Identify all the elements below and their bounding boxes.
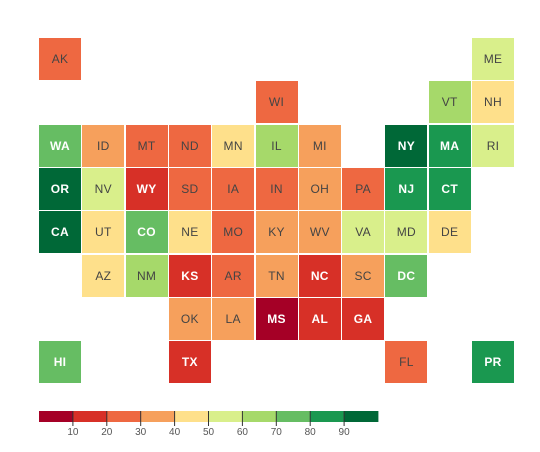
state-tile-wy[interactable]: WY [125,167,168,210]
legend-swatch-3 [106,411,142,422]
state-tile-wa[interactable]: WA [39,124,81,167]
state-tile-sd[interactable]: SD [168,167,211,210]
state-tile-ky[interactable]: KY [255,211,298,254]
state-tile-co[interactable]: CO [125,211,168,254]
state-tile-ia[interactable]: IA [212,167,255,210]
state-tile-mo[interactable]: MO [212,211,255,254]
state-tile-ms[interactable]: MS [255,297,298,340]
state-tile-ar[interactable]: AR [212,254,255,297]
state-tile-mn[interactable]: MN [212,124,255,167]
state-tile-il[interactable]: IL [255,124,298,167]
state-tile-oh[interactable]: OH [298,167,341,210]
legend-tick-label: 90 [338,427,350,438]
state-tile-nc[interactable]: NC [298,254,341,297]
state-tile-ak[interactable]: AK [39,38,81,80]
state-tile-pr[interactable]: PR [472,341,514,384]
state-tile-id[interactable]: ID [82,124,125,167]
legend-tick-label: 60 [236,427,248,438]
state-tile-ca[interactable]: CA [39,211,81,254]
legend-swatch-1 [39,411,74,422]
state-tile-nv[interactable]: NV [82,167,125,210]
legend-swatch-10 [344,411,379,422]
state-tile-in[interactable]: IN [255,167,298,210]
legend-tick-label: 40 [169,427,181,438]
state-tile-mt[interactable]: MT [125,124,168,167]
state-tile-wi[interactable]: WI [255,81,298,124]
legend-swatch-7 [242,411,277,422]
legend-swatch-8 [276,411,311,422]
state-tile-hi[interactable]: HI [39,341,81,384]
legend-tick-label: 80 [304,427,316,438]
state-tile-or[interactable]: OR [39,167,81,210]
state-tile-ny[interactable]: NY [385,124,428,167]
legend-swatch-4 [140,411,175,422]
legend-tick-label: 70 [270,427,282,438]
legend-swatch-5 [174,411,209,422]
state-tile-ma[interactable]: MA [428,124,471,167]
state-tile-nh[interactable]: NH [472,81,514,124]
state-tile-az[interactable]: AZ [82,254,125,297]
state-tile-nj[interactable]: NJ [385,167,428,210]
state-tile-ne[interactable]: NE [168,211,211,254]
legend-swatch-6 [208,411,243,422]
state-tile-ut[interactable]: UT [82,211,125,254]
state-tile-de[interactable]: DE [428,211,471,254]
state-tile-mi[interactable]: MI [298,124,341,167]
state-tile-fl[interactable]: FL [385,341,428,384]
state-tile-ri[interactable]: RI [472,124,514,167]
state-tile-tn[interactable]: TN [255,254,298,297]
legend-tick-label: 30 [135,427,147,438]
legend-tick-label: 10 [67,427,79,438]
state-tile-dc[interactable]: DC [385,254,428,297]
state-tile-nd[interactable]: ND [168,124,211,167]
state-tile-al[interactable]: AL [298,297,341,340]
state-tile-ks[interactable]: KS [168,254,211,297]
state-tile-nm[interactable]: NM [125,254,168,297]
state-tile-va[interactable]: VA [342,211,385,254]
state-tile-pa[interactable]: PA [342,167,385,210]
state-tile-ok[interactable]: OK [168,297,211,340]
state-tile-sc[interactable]: SC [342,254,385,297]
state-tile-me[interactable]: ME [472,38,514,80]
state-tile-tx[interactable]: TX [168,341,211,384]
legend-swatch-2 [72,411,108,422]
legend-tick-label: 20 [101,427,113,438]
legend-swatch-9 [310,411,345,422]
state-tile-ct[interactable]: CT [428,167,471,210]
legend-tick-label: 50 [202,427,215,438]
state-tile-wv[interactable]: WV [298,211,341,254]
state-tile-la[interactable]: LA [212,297,255,340]
state-tile-vt[interactable]: VT [428,81,471,124]
state-tile-ga[interactable]: GA [342,297,385,340]
state-tile-md[interactable]: MD [385,211,428,254]
